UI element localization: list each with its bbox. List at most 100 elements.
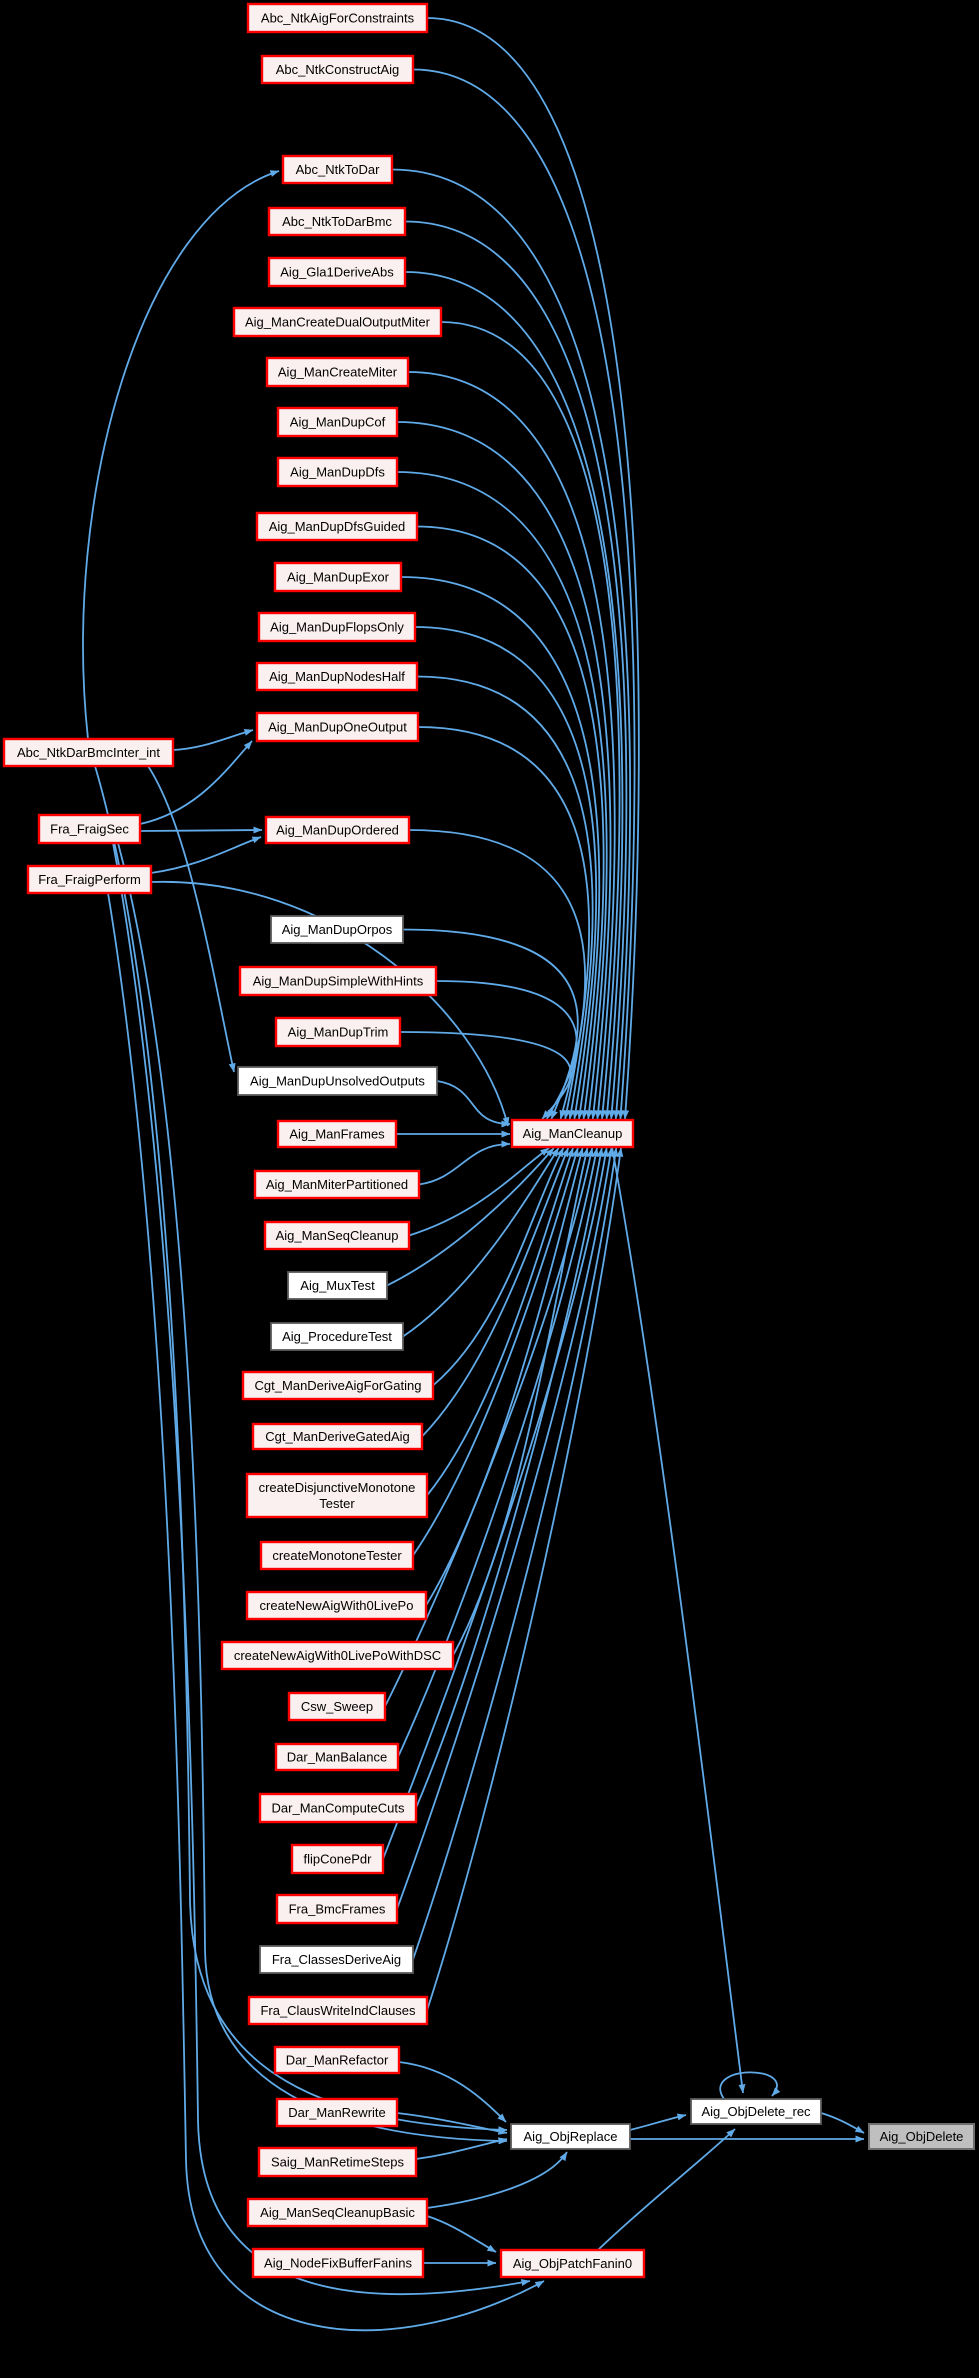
graph-node-Aig_ManCreateDualOutputMiter[interactable]: Aig_ManCreateDualOutputMiter xyxy=(232,306,443,338)
graph-node-box[interactable] xyxy=(251,1422,424,1451)
graph-node-box[interactable] xyxy=(238,965,438,997)
graph-node-Aig_ObjReplace: Aig_ObjReplace xyxy=(510,2123,631,2150)
graph-node-Aig_ManMiterPartitioned[interactable]: Aig_ManMiterPartitioned xyxy=(253,1169,421,1200)
graph-node-box[interactable] xyxy=(267,256,407,288)
graph-node-box[interactable] xyxy=(276,1119,398,1149)
graph-edge-Aig_ManDupTrim-to-Aig_ManCleanup xyxy=(399,1031,572,1120)
graph-node-Dar_ManRefactor[interactable]: Dar_ManRefactor xyxy=(273,2045,401,2075)
graph-node-box[interactable] xyxy=(499,2248,646,2279)
graph-node-Fra_ClausWriteIndClauses[interactable]: Fra_ClausWriteIndClauses xyxy=(247,1995,429,2026)
graph-node-Fra_FraigSec[interactable]: Fra_FraigSec xyxy=(37,813,142,845)
graph-node-box[interactable] xyxy=(37,813,142,845)
graph-node-Aig_ManSeqCleanupBasic[interactable]: Aig_ManSeqCleanupBasic xyxy=(246,2197,429,2228)
graph-node-Aig_ManDupNodesHalf[interactable]: Aig_ManDupNodesHalf xyxy=(255,661,419,692)
graph-node-Abc_NtkConstructAig[interactable]: Abc_NtkConstructAig xyxy=(260,54,415,85)
graph-node-box[interactable] xyxy=(253,1169,421,1200)
graph-node-Aig_ManDupDfsGuided[interactable]: Aig_ManDupDfsGuided xyxy=(255,511,419,542)
graph-node-Dar_ManBalance[interactable]: Dar_ManBalance xyxy=(274,1742,400,1772)
graph-node-box[interactable] xyxy=(255,711,420,743)
graph-node-box[interactable] xyxy=(232,306,443,338)
graph-node-Abc_NtkDarBmcInter_int[interactable]: Abc_NtkDarBmcInter_int xyxy=(2,737,175,768)
graph-node-box[interactable] xyxy=(276,456,399,488)
graph-node-Abc_NtkToDar[interactable]: Abc_NtkToDar xyxy=(281,154,394,185)
graph-node-Aig_ManCreateMiter[interactable]: Aig_ManCreateMiter xyxy=(265,356,410,388)
graph-node-box[interactable] xyxy=(26,864,153,895)
graph-node-box[interactable] xyxy=(264,815,411,845)
graph-node-box[interactable] xyxy=(255,511,419,542)
graph-node-box[interactable] xyxy=(276,406,399,438)
graph-node-box[interactable] xyxy=(273,561,403,593)
graph-node-box[interactable] xyxy=(241,1370,435,1401)
graph-node-Fra_BmcFrames[interactable]: Fra_BmcFrames xyxy=(275,1893,399,1925)
graph-node-flipConePdr[interactable]: flipConePdr xyxy=(290,1843,385,1875)
graph-node-Dar_ManComputeCuts[interactable]: Dar_ManComputeCuts xyxy=(258,1792,418,1824)
graph-node-box[interactable] xyxy=(220,1640,455,1671)
graph-node-Cgt_ManDeriveAigForGating[interactable]: Cgt_ManDeriveAigForGating xyxy=(241,1370,435,1401)
graph-node-Dar_ManRewrite[interactable]: Dar_ManRewrite xyxy=(275,2097,399,2128)
graph-node-Csw_Sweep[interactable]: Csw_Sweep xyxy=(287,1691,387,1722)
graph-node-Aig_ObjPatchFanin0[interactable]: Aig_ObjPatchFanin0 xyxy=(499,2248,646,2279)
graph-node-box[interactable] xyxy=(275,2097,399,2128)
graph-node-label: Aig_ManFrames xyxy=(289,1127,385,1142)
graph-node-box[interactable] xyxy=(246,2,429,34)
graph-node-Aig_Gla1DeriveAbs[interactable]: Aig_Gla1DeriveAbs xyxy=(267,256,407,288)
graph-node-box[interactable] xyxy=(251,2247,425,2279)
graph-node-Saig_ManRetimeSteps[interactable]: Saig_ManRetimeSteps xyxy=(257,2146,418,2178)
graph-node-box[interactable] xyxy=(247,1995,429,2026)
graph-node-Aig_ManDupOrpos: Aig_ManDupOrpos xyxy=(270,915,404,944)
graph-node-box[interactable] xyxy=(259,1540,415,1571)
graph-node-box[interactable] xyxy=(257,2146,418,2178)
graph-node-Aig_NodeFixBufferFanins[interactable]: Aig_NodeFixBufferFanins xyxy=(251,2247,425,2279)
graph-node-createNewAigWith0LivePoWithDSC[interactable]: createNewAigWith0LivePoWithDSC xyxy=(220,1640,455,1671)
graph-node-Aig_ManDupFlopsOnly[interactable]: Aig_ManDupFlopsOnly xyxy=(257,611,417,643)
graph-node-box[interactable] xyxy=(257,611,417,643)
graph-node-Aig_ManDupOrdered[interactable]: Aig_ManDupOrdered xyxy=(264,815,411,845)
graph-node-box[interactable] xyxy=(290,1843,385,1875)
graph-node-Aig_ManDupCof[interactable]: Aig_ManDupCof xyxy=(276,406,399,438)
graph-node-box[interactable] xyxy=(260,54,415,85)
graph-node-label: Aig_ManCreateMiter xyxy=(278,365,398,380)
graph-node-Abc_NtkAigForConstraints[interactable]: Abc_NtkAigForConstraints xyxy=(246,2,429,34)
graph-node-box[interactable] xyxy=(246,2197,429,2228)
graph-node-box[interactable] xyxy=(255,661,419,692)
graph-node-box[interactable] xyxy=(274,1742,400,1772)
graph-node-Fra_FraigPerform[interactable]: Fra_FraigPerform xyxy=(26,864,153,895)
graph-node-Aig_ManFrames[interactable]: Aig_ManFrames xyxy=(276,1119,398,1149)
graph-node-Aig_ManDupTrim[interactable]: Aig_ManDupTrim xyxy=(274,1016,402,1048)
graph-node-Abc_NtkToDarBmc[interactable]: Abc_NtkToDarBmc xyxy=(267,206,407,237)
graph-node-createMonotoneTester[interactable]: createMonotoneTester xyxy=(259,1540,415,1571)
graph-node-Aig_ManDupDfs[interactable]: Aig_ManDupDfs xyxy=(276,456,399,488)
graph-node-createNewAigWith0LivePo[interactable]: createNewAigWith0LivePo xyxy=(245,1590,428,1621)
graph-node-box xyxy=(237,1066,438,1096)
graph-node-box[interactable] xyxy=(263,1220,411,1251)
graph-node-Aig_ManDupExor[interactable]: Aig_ManDupExor xyxy=(273,561,403,593)
graph-edge-createDisjunctiveMonotoneTester-to-Aig_ManCleanup xyxy=(426,1147,574,1497)
graph-node-Aig_ManDupOneOutput[interactable]: Aig_ManDupOneOutput xyxy=(255,711,420,743)
graph-node-label: createNewAigWith0LivePo xyxy=(260,1598,414,1613)
graph-node-box[interactable] xyxy=(245,1472,429,1519)
graph-node-Aig_ManSeqCleanup[interactable]: Aig_ManSeqCleanup xyxy=(263,1220,411,1251)
graph-node-box[interactable] xyxy=(510,1118,635,1149)
graph-node-Cgt_ManDeriveGatedAig[interactable]: Cgt_ManDeriveGatedAig xyxy=(251,1422,424,1451)
graph-node-box[interactable] xyxy=(2,737,175,768)
graph-node-label: Tester xyxy=(319,1496,355,1511)
graph-node-label: Aig_ManDupOneOutput xyxy=(268,720,407,735)
graph-node-box[interactable] xyxy=(245,1590,428,1621)
graph-edge-Fra_FraigSec-to-Aig_ManDupOrdered xyxy=(139,826,263,834)
graph-node-box[interactable] xyxy=(267,206,407,237)
graph-node-box[interactable] xyxy=(281,154,394,185)
graph-node-label: createDisjunctiveMonotone xyxy=(259,1480,416,1495)
graph-node-Aig_ManDupSimpleWithHints[interactable]: Aig_ManDupSimpleWithHints xyxy=(238,965,438,997)
graph-node-label: createMonotoneTester xyxy=(272,1548,402,1563)
graph-edge-flipConePdr-to-Aig_ManCleanup xyxy=(382,1147,609,1860)
graph-node-box xyxy=(510,2123,631,2150)
graph-node-Aig_ManCleanup[interactable]: Aig_ManCleanup xyxy=(510,1118,635,1149)
graph-node-box[interactable] xyxy=(275,1893,399,1925)
graph-node-box[interactable] xyxy=(273,2045,401,2075)
graph-node-box xyxy=(270,1322,404,1351)
graph-node-box[interactable] xyxy=(274,1016,402,1048)
graph-node-box[interactable] xyxy=(265,356,410,388)
graph-node-box[interactable] xyxy=(287,1691,387,1722)
graph-node-box[interactable] xyxy=(258,1792,418,1824)
